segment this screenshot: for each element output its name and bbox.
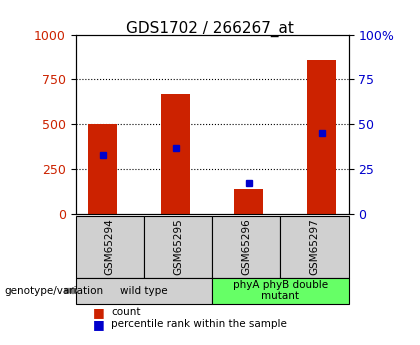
Text: phyA phyB double
mutant: phyA phyB double mutant <box>233 280 328 302</box>
Bar <box>88 124 117 214</box>
Bar <box>307 60 336 214</box>
Text: GSM65294: GSM65294 <box>105 218 115 275</box>
Text: GSM65297: GSM65297 <box>310 218 320 275</box>
Text: count: count <box>111 307 141 317</box>
Text: genotype/variation: genotype/variation <box>4 286 103 296</box>
Text: percentile rank within the sample: percentile rank within the sample <box>111 319 287 329</box>
Text: GSM65296: GSM65296 <box>241 218 251 275</box>
Text: GSM65295: GSM65295 <box>173 218 183 275</box>
Bar <box>234 189 263 214</box>
Text: GDS1702 / 266267_at: GDS1702 / 266267_at <box>126 21 294 37</box>
Text: ■: ■ <box>92 318 104 331</box>
Bar <box>161 94 190 214</box>
Text: ■: ■ <box>92 306 104 319</box>
Text: wild type: wild type <box>120 286 168 296</box>
